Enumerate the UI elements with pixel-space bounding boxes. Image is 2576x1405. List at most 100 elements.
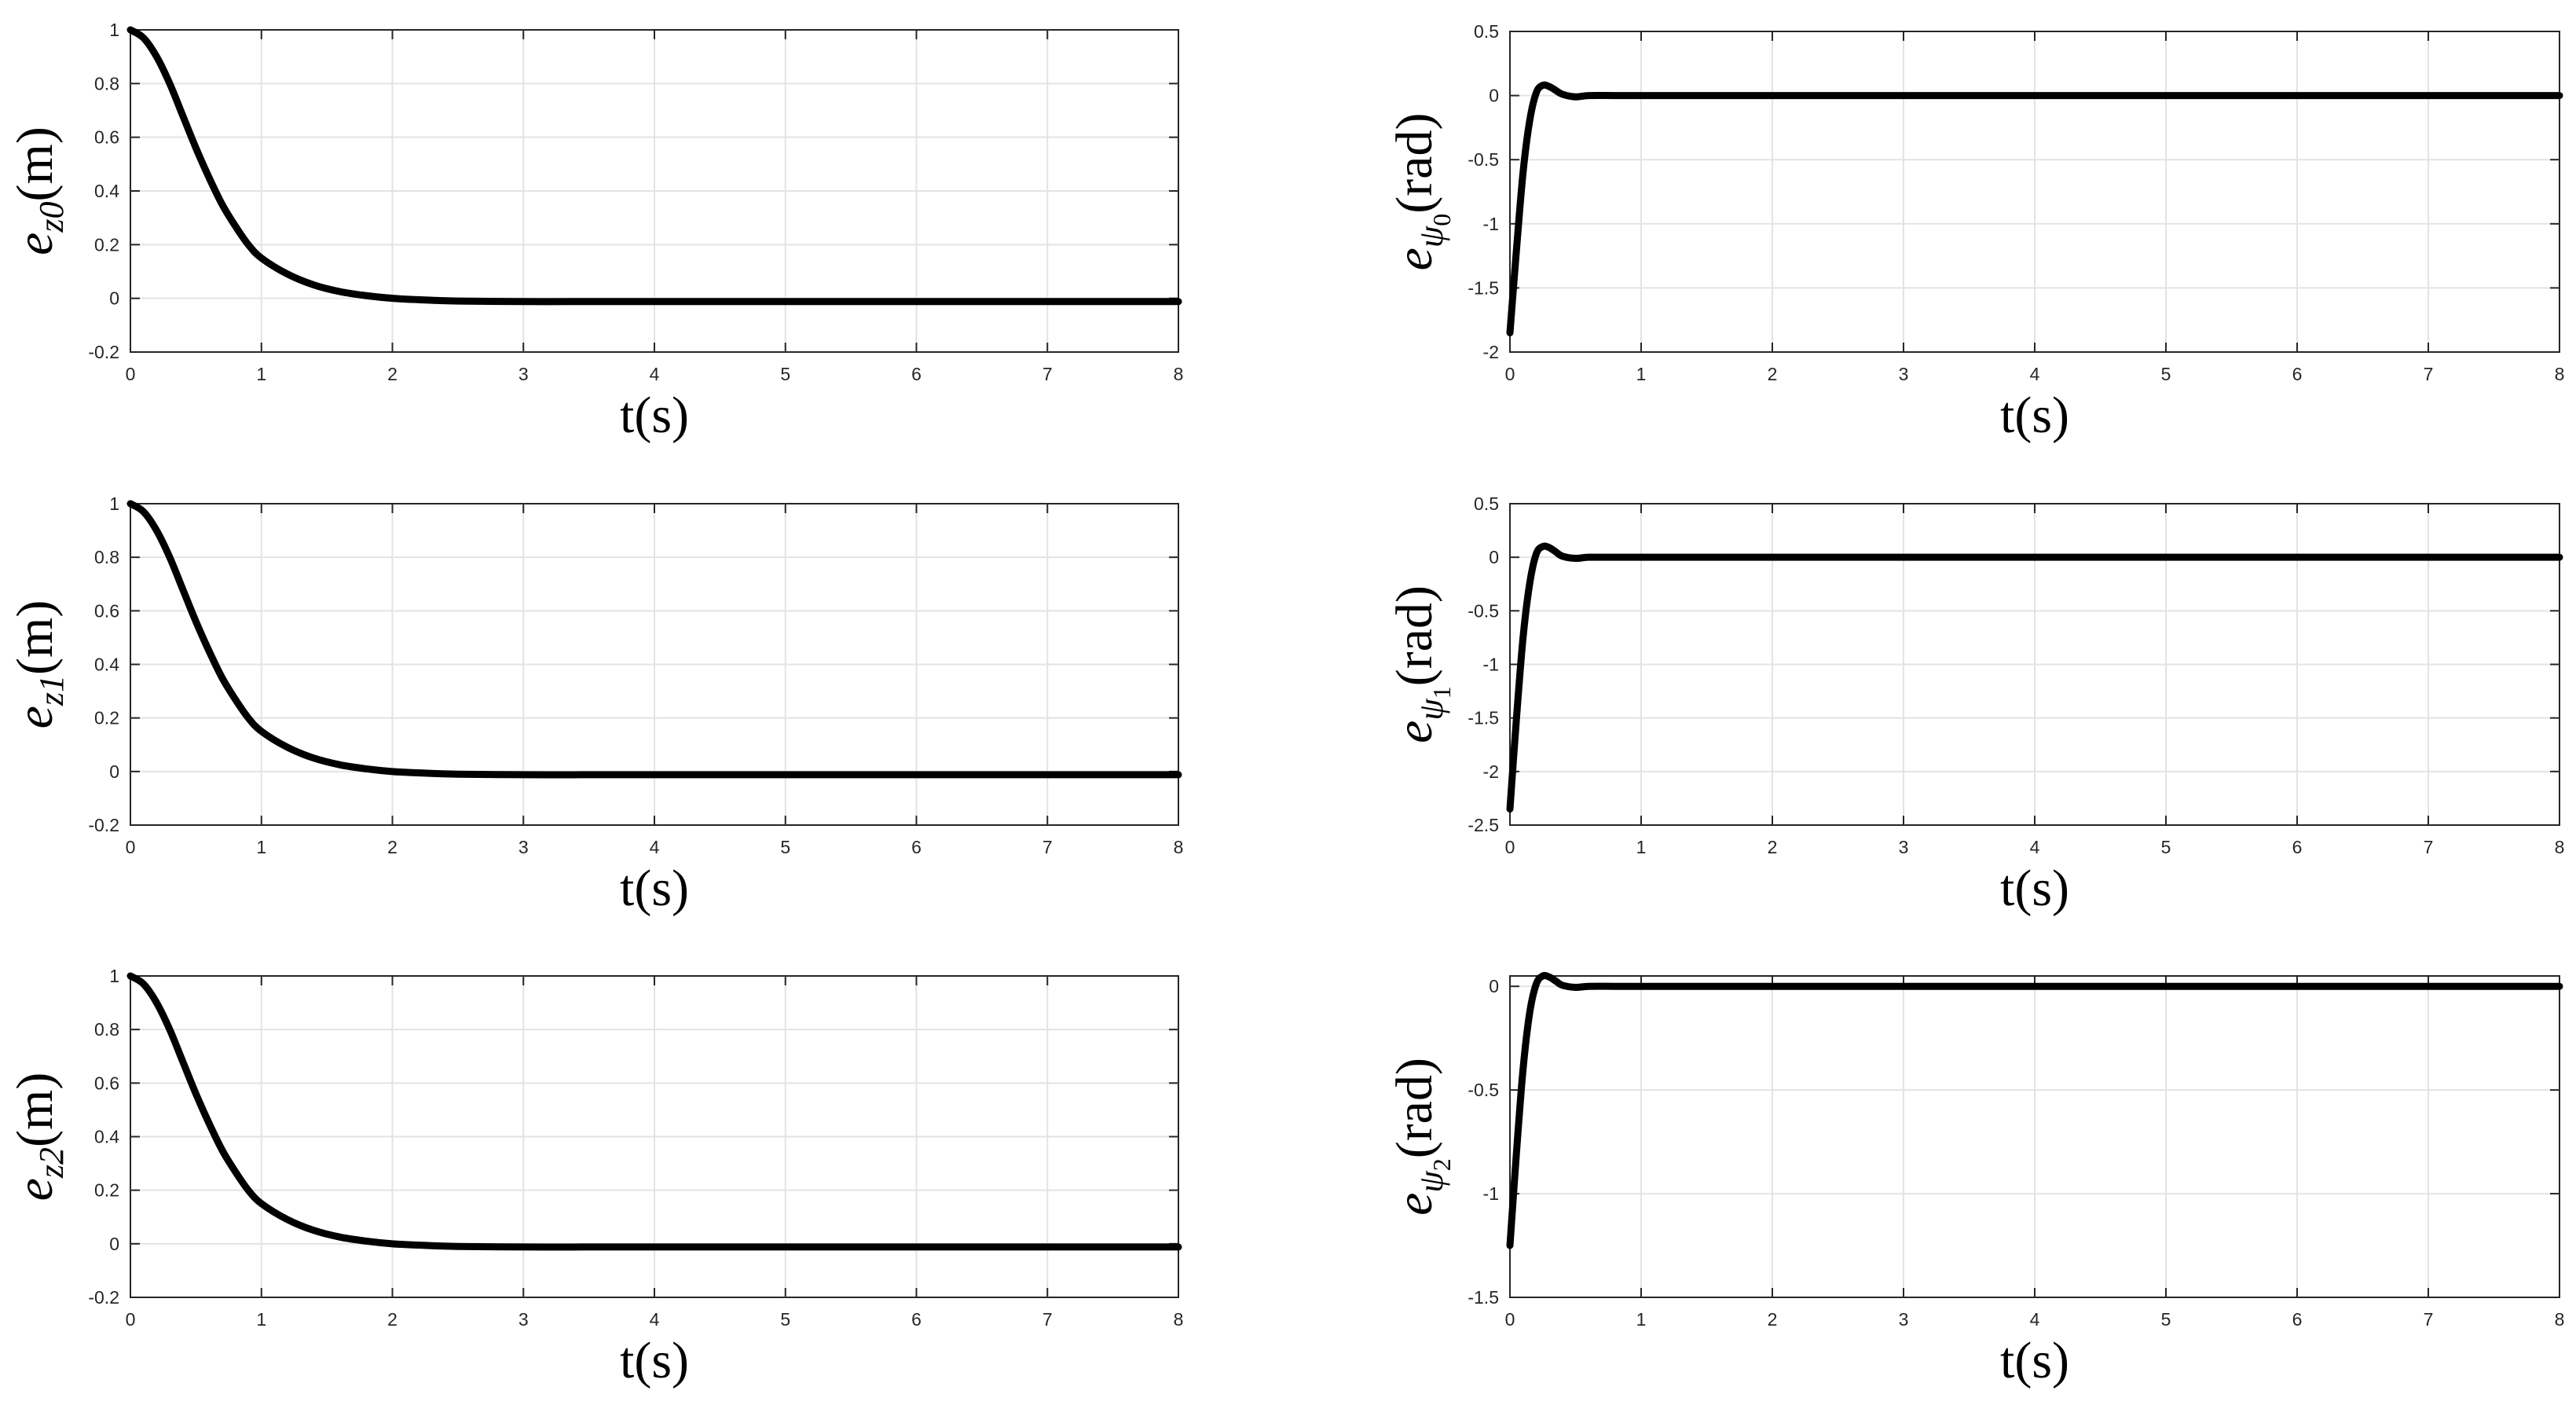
x-tick-label: 5 xyxy=(780,837,790,857)
y-axis-title-base: e xyxy=(6,233,64,255)
y-axis-title: ez0(m) xyxy=(6,127,71,255)
y-tick-label: 0 xyxy=(109,1234,119,1254)
y-tick-label: -1 xyxy=(1483,1183,1499,1204)
y-axis-title: eψ0(rad) xyxy=(1386,113,1456,271)
y-tick-label: -2 xyxy=(1483,342,1499,362)
y-axis-title-base: e xyxy=(6,1178,64,1201)
x-tick-label: 8 xyxy=(1174,364,1184,384)
x-tick-label: 4 xyxy=(650,1309,660,1330)
y-tick-label: 0.8 xyxy=(94,73,119,94)
y-tick-label: 0 xyxy=(109,288,119,309)
y-tick-label: -0.2 xyxy=(88,342,119,362)
x-tick-label: 2 xyxy=(1768,1309,1778,1330)
y-axis-title-unit: (m) xyxy=(6,127,64,201)
x-tick-label: 3 xyxy=(518,837,529,857)
x-tick-label: 2 xyxy=(387,364,398,384)
x-tick-label: 8 xyxy=(1174,1309,1184,1330)
y-axis-title-subscript: ψ xyxy=(1412,1171,1450,1193)
x-tick-label: 0 xyxy=(1505,1309,1515,1330)
y-tick-label: 0.2 xyxy=(94,1180,119,1201)
series-line xyxy=(126,500,1182,779)
x-tick-label: 6 xyxy=(911,1309,922,1330)
y-axis-title-base: e xyxy=(1386,1193,1443,1216)
x-tick-label: 2 xyxy=(387,837,398,857)
x-tick-label: 4 xyxy=(650,837,660,857)
y-tick-label: -2 xyxy=(1483,761,1499,782)
chart-panel-bottom-left: 0 1 2 3 4 5 6 7 8 -0.2 0 0.2 0.4 0.6 0.8 1 t(s) ez2(m) xyxy=(6,966,1183,1389)
x-tick-label: 8 xyxy=(2555,1309,2565,1330)
x-tick-label: 2 xyxy=(1768,364,1778,384)
x-tick-label: 5 xyxy=(780,1309,790,1330)
y-tick-label: -0.2 xyxy=(88,1287,119,1308)
x-tick-label: 7 xyxy=(1042,837,1053,857)
y-tick-label: -0.5 xyxy=(1468,600,1499,621)
y-axis-title-subsubscript: 0 xyxy=(1427,214,1456,226)
y-tick-label: 0.8 xyxy=(94,1019,119,1040)
y-axis-title: ez2(m) xyxy=(6,1073,71,1201)
x-tick-label: 4 xyxy=(2030,1309,2040,1330)
x-tick-label: 1 xyxy=(256,837,266,857)
x-tick-label: 4 xyxy=(650,364,660,384)
x-axis-title: t(s) xyxy=(620,387,689,444)
chart-panel-top-right: 0 1 2 3 4 5 6 7 8-2-1.5-1-0.500.5t(s)eψ0(rad) xyxy=(1386,21,2564,444)
x-tick-label: 3 xyxy=(518,1309,529,1330)
x-tick-label: 1 xyxy=(1636,1309,1647,1330)
y-axis-title-base: e xyxy=(1386,721,1443,743)
y-tick-label: 0.2 xyxy=(94,708,119,728)
chart-panel-top-left: 0 1 2 3 4 5 6 7 8 -0.2 0 0.2 0.4 0.6 0.8 1 t(s) ez0(m) xyxy=(6,20,1183,444)
y-axis: -1.5 -1 -0.5 0 xyxy=(1468,976,2560,1308)
y-tick-label: -1.5 xyxy=(1468,277,1499,298)
y-tick-label: -1 xyxy=(1483,214,1499,234)
x-tick-label: 8 xyxy=(2555,837,2565,857)
y-axis: -0.2 0 0.2 0.4 0.6 0.8 1 xyxy=(88,20,1178,362)
y-tick-label: 0 xyxy=(1489,547,1499,567)
y-tick-label: 0 xyxy=(109,761,119,782)
x-tick-label: 1 xyxy=(256,364,266,384)
x-tick-label: 6 xyxy=(2292,364,2303,384)
x-tick-label: 7 xyxy=(2424,837,2434,857)
x-axis: 0 1 2 3 4 5 6 7 8 xyxy=(126,504,1183,857)
x-tick-label: 4 xyxy=(2030,837,2040,857)
x-axis-title: t(s) xyxy=(2000,387,2069,444)
x-tick-label: 0 xyxy=(126,1309,136,1330)
y-axis-title-subscript: z0 xyxy=(32,201,71,233)
y-axis-title-subscript: z2 xyxy=(32,1147,71,1179)
y-tick-label: -0.5 xyxy=(1468,149,1499,170)
x-tick-label: 1 xyxy=(1636,837,1647,857)
y-axis-title: eψ1(rad) xyxy=(1386,585,1456,743)
y-axis-title: ez1(m) xyxy=(6,600,71,729)
y-axis-title-subscript: z1 xyxy=(32,675,71,706)
x-tick-label: 3 xyxy=(1899,364,1909,384)
x-tick-label: 0 xyxy=(126,364,136,384)
x-tick-label: 4 xyxy=(2030,364,2040,384)
y-axis-title-base: e xyxy=(6,706,64,728)
y-tick-label: -1.5 xyxy=(1468,1287,1499,1308)
x-axis-title: t(s) xyxy=(2000,860,2069,917)
x-tick-label: 6 xyxy=(2292,837,2303,857)
y-axis-title-subscript: ψ xyxy=(1412,226,1450,248)
x-tick-label: 0 xyxy=(1505,837,1515,857)
y-axis: -2 -1.5 -1 -0.5 0 0.5 xyxy=(1468,21,2560,362)
x-tick-label: 0 xyxy=(1505,364,1515,384)
x-tick-label: 3 xyxy=(518,364,529,384)
y-tick-label: 0.8 xyxy=(94,547,119,567)
y-tick-label: 0.6 xyxy=(94,600,119,621)
x-tick-label: 5 xyxy=(2161,837,2171,857)
y-tick-label: 1 xyxy=(109,20,119,40)
y-axis-title-unit: (m) xyxy=(6,600,64,675)
x-tick-label: 6 xyxy=(911,837,922,857)
series-line xyxy=(1506,971,2563,1249)
series-line xyxy=(126,26,1182,306)
y-axis-title-base: e xyxy=(1386,248,1443,270)
y-tick-label: 0.4 xyxy=(94,655,119,675)
y-tick-label: -1.5 xyxy=(1468,708,1499,728)
x-tick-label: 6 xyxy=(2292,1309,2303,1330)
y-axis-title-subscript: ψ xyxy=(1412,699,1450,721)
y-tick-label: -2.5 xyxy=(1468,815,1499,835)
x-tick-label: 7 xyxy=(2424,1309,2434,1330)
y-axis: -0.2 0 0.2 0.4 0.6 0.8 1 xyxy=(88,966,1178,1308)
y-tick-label: 0.4 xyxy=(94,181,119,201)
y-tick-label: 0.5 xyxy=(1474,21,1499,42)
y-axis-title-subsubscript: 2 xyxy=(1427,1158,1456,1171)
y-tick-label: -1 xyxy=(1483,655,1499,675)
